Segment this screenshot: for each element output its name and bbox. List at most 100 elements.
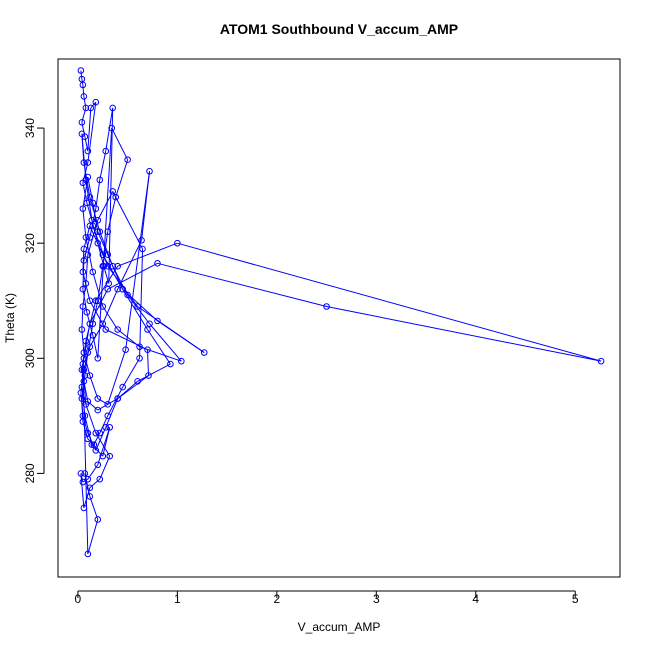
series-segment [157,262,327,307]
data-point [82,104,90,112]
series-segment [83,96,87,109]
series-segment [99,231,114,267]
data-point [84,251,92,258]
data-point [108,124,116,132]
series-segment [97,231,109,255]
series-segment [326,305,602,362]
data-point [146,167,153,175]
data-point [200,349,208,356]
data-point [96,429,104,437]
series-segment [137,363,171,382]
data-point [78,326,86,333]
data-point [89,320,97,328]
data-point [79,360,87,368]
series-segment [102,306,119,330]
series-segment [95,265,119,302]
y-tick-label: 320 [23,233,37,253]
data-point [178,357,185,365]
series-segment [107,262,158,290]
data-point [80,93,88,100]
series-segment [105,398,119,428]
y-axis-label: Theta (K) [3,293,17,343]
data-point [82,401,90,408]
data-point [92,447,100,454]
data-point [136,354,143,362]
data-point [102,147,110,155]
data-point [119,383,126,391]
x-tick-label: 1 [174,592,181,606]
data-point [83,308,91,316]
data-point [144,346,151,353]
data-point [154,260,161,267]
series-segment [147,329,171,365]
series-segment [85,254,89,284]
y-tick-label: 280 [23,463,37,483]
series-segment [111,127,129,160]
data-point [89,331,97,339]
data-point [80,245,88,253]
data-point [94,228,102,235]
data-point [80,504,88,512]
series-segment [139,248,144,359]
data-point [79,81,87,89]
x-tick-label: 4 [472,592,479,606]
series-segment [80,70,83,80]
data-point [138,237,145,244]
data-point [106,452,114,460]
data-point [81,470,89,477]
series-segment [107,197,117,232]
data-point [114,262,121,270]
data-point [79,478,87,486]
series-segment [99,455,111,480]
data-point [86,372,94,379]
series-segment [97,398,108,405]
x-axis-label: V_accum_AMP [298,620,381,634]
data-point [134,378,141,385]
data-point [96,228,104,235]
data-point [119,285,126,293]
data-point [84,550,92,558]
x-tick-label: 2 [273,592,280,606]
data-point [82,280,90,287]
data-point [102,326,110,333]
data-point [92,98,100,106]
series-segment [81,133,87,180]
data-point [88,441,96,448]
series-segment [89,375,99,399]
data-point [84,429,92,437]
data-point [94,461,102,469]
data-point [104,251,112,258]
data-point [78,383,86,391]
data-point [82,337,90,345]
data-point [134,303,141,310]
series-segment [97,191,114,221]
data-point [104,412,112,420]
x-tick-label: 0 [75,592,82,606]
data-point [122,346,129,353]
series-segment [80,392,84,416]
data-point [99,320,107,328]
data-point [167,360,174,368]
data-point [94,354,102,362]
series-segment [149,323,182,362]
series-segment [85,237,94,273]
data-point [99,452,107,460]
series-segment [89,288,109,324]
series-segment [117,375,149,399]
data-point [154,317,161,325]
plot-area-frame [57,58,621,578]
data-point [90,441,98,448]
data-point [94,516,102,523]
data-point [99,251,107,258]
series-segment [83,352,91,376]
data-point [86,493,94,500]
y-axis: 280 300 320 340 [23,118,45,483]
series-segment [92,335,99,359]
data-point [86,320,94,328]
data-point [109,262,117,270]
series-segment [112,191,143,250]
series-segment [115,159,129,198]
data-point [94,216,102,224]
series-segment [95,427,107,451]
